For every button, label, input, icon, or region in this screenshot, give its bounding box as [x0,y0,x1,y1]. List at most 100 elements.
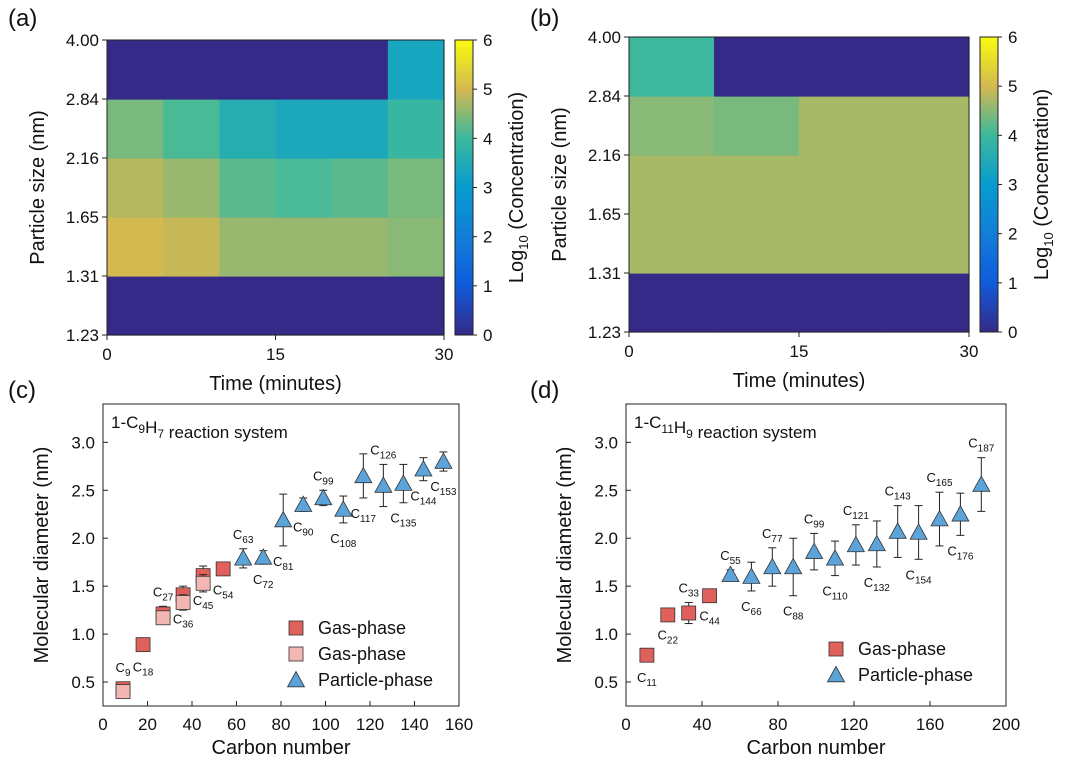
gas-phase-point [639,647,655,663]
colorbar-tick-label: 4 [1008,126,1017,145]
heatmap-cell [331,99,389,159]
heatmap-cell [387,99,445,159]
heatmap-cell [387,158,445,218]
y-tick-label: 1.23 [66,326,99,345]
heatmap-cell [884,214,970,274]
legend-label: Particle-phase [318,670,433,690]
particle-phase-point [334,500,353,517]
carbon-label: C33 [678,580,699,599]
colorbar-tick-label: 3 [1008,176,1017,195]
y-tick-label: 1.65 [588,205,621,224]
x-tick-label: 40 [183,715,202,734]
particle-phase-point [233,549,253,566]
heatmap-cell [799,96,885,156]
heatmap-cell [799,273,885,333]
x-tick-label: 140 [400,715,428,734]
carbon-label: C90 [293,519,314,538]
x-tick-label: 0 [102,345,111,364]
y-axis-label: Particle size (nm) [27,110,49,264]
y-tick-label: 2.16 [66,149,99,168]
x-tick-label: 80 [272,715,291,734]
colorbar-tick-label: 0 [483,326,492,345]
particle-phase-point [394,474,413,491]
colorbar-label: Log10 (Concentration) [1031,89,1056,280]
y-tick-label: 4.00 [66,31,99,50]
carbon-label: C55 [720,548,741,567]
particle-phase-point [314,488,333,506]
heatmap-cell [219,40,277,100]
x-tick-label: 20 [138,715,157,734]
y-tick-label: 4.00 [588,28,621,47]
heatmap-cell [107,276,164,336]
heatmap-cell [884,37,970,97]
heatmap-cell [884,96,970,156]
x-tick-label: 120 [356,715,384,734]
gas-phase-point [660,607,676,623]
y-tick-label: 1.31 [588,264,621,283]
carbon-label: C44 [699,609,720,628]
particle-phase-point [354,466,373,484]
carbon-label: C22 [658,628,679,647]
colorbar-tick-label: 4 [483,129,492,148]
reaction-system-annotation: 1-C11H9 reaction system [634,413,817,442]
x-tick-label: 15 [790,342,809,361]
y-tick-label: 0.5 [594,673,618,692]
colorbar-tick-label: 0 [1008,323,1017,342]
heatmap-cell [714,96,800,156]
x-tick-label: 160 [916,715,944,734]
carbon-label: C45 [193,593,214,612]
reaction-system-annotation: 1-C9H7 reaction system [111,413,288,442]
colorbar [454,39,474,336]
heatmap-cell [387,276,445,336]
x-axis-label: Carbon number [212,737,351,759]
particle-phase-point [414,459,433,477]
heatmap-cell [107,158,164,218]
particle-phase-point [804,542,824,559]
y-axis-label: Particle size (nm) [549,107,571,261]
x-axis-label: Time (minutes) [209,373,342,395]
gas-phase-point [155,610,171,626]
legend-marker [288,620,304,636]
heatmap-cell [275,276,333,336]
legend-label: Particle-phase [858,665,973,685]
x-axis-label: Time (minutes) [733,370,866,392]
carbon-label: C108 [330,531,357,550]
plot-frame [625,403,1007,707]
heatmap-cell [331,217,389,277]
carbon-label: C66 [741,599,762,618]
x-tick-label: 60 [227,715,246,734]
heatmap-cell [219,217,277,277]
carbon-label: C99 [804,511,825,530]
heatmap-cell [107,217,164,277]
y-tick-label: 2.0 [594,529,618,548]
particle-phase-point [763,557,782,575]
y-tick-label: 3.0 [71,433,95,452]
heatmap-cell [629,273,715,333]
heatmap-cell [107,40,164,100]
heatmap-cell [163,158,220,218]
carbon-label: C187 [968,436,995,455]
particle-phase-point [972,475,991,492]
x-tick-label: 30 [435,345,454,364]
particle-phase-point [867,534,886,552]
gas-phase-point [215,561,231,577]
particle-phase-point [951,504,970,522]
y-tick-label: 0.5 [71,673,95,692]
heatmap-cell [107,99,164,159]
y-tick-label: 2.5 [71,481,95,500]
particle-phase-point [930,509,949,527]
carbon-label: C77 [762,526,783,545]
x-tick-label: 100 [311,715,339,734]
x-tick-label: 200 [992,715,1020,734]
panel-label: (c) [8,377,36,404]
heatmap-cell [884,155,970,215]
heatmap-cell [714,155,800,215]
legend-marker [828,641,844,657]
heatmap-cell [629,96,715,156]
carbon-label: C99 [313,468,334,487]
heatmap-cell [331,40,389,100]
carbon-label: C27 [153,584,174,603]
heatmap-cell [331,276,389,336]
